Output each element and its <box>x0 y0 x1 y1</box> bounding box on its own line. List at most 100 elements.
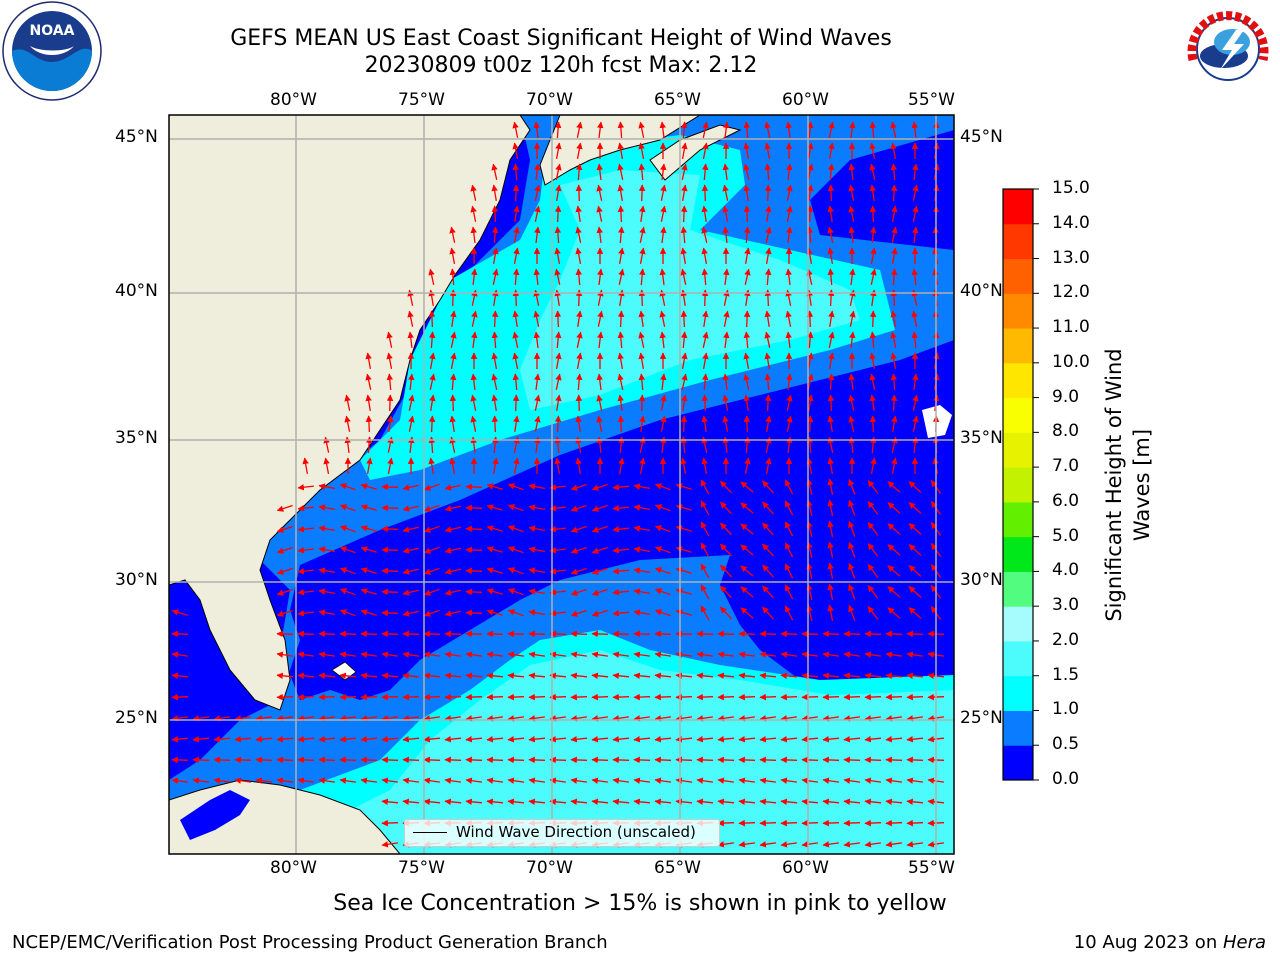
wind-wave-arrow <box>554 226 562 244</box>
wind-wave-arrow <box>740 607 754 619</box>
wind-wave-arrow <box>276 567 293 575</box>
wind-wave-arrow <box>612 609 630 617</box>
wind-wave-arrow <box>780 819 798 827</box>
wind-wave-arrow <box>801 651 818 658</box>
wind-wave-arrow <box>318 651 335 658</box>
wind-wave-arrow <box>654 525 671 533</box>
colorbar-tick-label: 12.0 <box>1052 282 1090 303</box>
wind-wave-arrow <box>381 777 398 784</box>
wind-wave-arrow <box>675 483 692 490</box>
wind-wave-arrow <box>423 756 441 764</box>
wind-wave-arrow <box>675 777 692 784</box>
wind-wave-arrow <box>512 394 520 412</box>
wind-wave-arrow <box>423 777 440 784</box>
wind-wave-arrow <box>912 394 919 411</box>
wind-wave-arrow <box>318 588 336 595</box>
wind-wave-arrow <box>738 651 755 658</box>
wind-wave-arrow <box>528 735 546 743</box>
wind-wave-arrow <box>591 567 608 575</box>
title-line-2: 20230809 t00z 120h fcst Max: 2.12 <box>364 53 758 78</box>
wind-wave-arrow <box>764 268 772 286</box>
wind-wave-arrow <box>869 415 877 433</box>
wind-wave-arrow <box>638 310 645 327</box>
wind-wave-arrow <box>744 247 751 265</box>
wind-wave-arrow <box>486 567 503 574</box>
wind-wave-arrow <box>701 184 709 202</box>
wind-wave-arrow <box>428 268 435 285</box>
wind-wave-arrow <box>612 630 630 638</box>
wind-wave-arrow <box>528 672 546 680</box>
wind-wave-arrow <box>887 481 901 493</box>
wind-wave-arrow <box>534 394 541 411</box>
map-frame <box>168 114 955 855</box>
wind-wave-arrow <box>444 715 461 722</box>
wind-wave-arrow <box>554 121 562 139</box>
wind-wave-arrow <box>633 756 651 764</box>
wind-wave-arrow <box>822 777 839 784</box>
wind-wave-arrow <box>701 163 709 181</box>
wind-wave-arrow <box>890 373 898 391</box>
wind-wave-arrow <box>720 564 732 578</box>
wind-wave-arrow <box>491 415 499 433</box>
wind-wave-arrow <box>680 457 687 475</box>
wind-wave-arrow <box>759 630 777 638</box>
wind-wave-arrow <box>444 526 461 533</box>
wind-wave-arrow <box>738 841 755 848</box>
wind-wave-arrow <box>638 121 645 138</box>
wind-wave-arrow <box>681 184 688 202</box>
wind-wave-arrow <box>764 394 772 412</box>
wind-wave-arrow <box>908 586 922 598</box>
wind-wave-arrow <box>513 205 520 222</box>
wind-wave-arrow <box>759 841 776 848</box>
wind-wave-arrow <box>402 484 419 491</box>
wind-wave-arrow <box>449 457 456 475</box>
wind-wave-arrow <box>512 373 520 391</box>
wind-wave-arrow <box>911 331 918 348</box>
wind-wave-arrow <box>702 142 709 160</box>
wind-wave-arrow <box>444 610 461 617</box>
wind-wave-arrow <box>887 565 901 577</box>
wind-wave-arrow <box>885 672 903 680</box>
wind-wave-arrow <box>387 415 394 432</box>
wind-wave-arrow <box>528 525 546 532</box>
wind-wave-arrow <box>762 522 774 536</box>
wind-wave-arrow <box>612 525 630 533</box>
wind-wave-arrow <box>807 142 814 160</box>
wind-wave-arrow <box>360 715 377 722</box>
wind-wave-arrow <box>786 415 793 432</box>
wind-wave-arrow <box>654 651 671 658</box>
wind-wave-arrow <box>339 777 356 784</box>
wind-wave-arrow <box>891 415 898 433</box>
wind-wave-arrow <box>759 819 777 827</box>
wind-wave-arrow <box>843 672 861 680</box>
wind-wave-arrow <box>906 841 923 848</box>
wind-wave-arrow <box>696 798 714 806</box>
wind-wave-arrow <box>297 526 314 533</box>
wind-wave-arrow <box>700 563 710 579</box>
lat-label-right: 40°N <box>960 281 1003 301</box>
wind-wave-arrow <box>843 735 861 743</box>
wind-wave-arrow <box>801 630 819 638</box>
wind-wave-arrow <box>513 247 520 265</box>
wind-wave-arrow <box>827 268 835 286</box>
wind-wave-arrow <box>528 798 546 806</box>
wind-wave-arrow <box>171 651 188 658</box>
wind-wave-arrow <box>717 693 735 701</box>
wind-wave-arrow <box>617 352 624 370</box>
wind-wave-arrow <box>339 546 356 554</box>
wind-wave-arrow <box>512 184 520 202</box>
wind-wave-arrow <box>848 562 856 579</box>
wind-wave-arrow <box>534 184 541 201</box>
wind-wave-arrow <box>869 184 876 201</box>
wind-wave-arrow <box>612 715 629 722</box>
wind-wave-arrow <box>591 651 608 658</box>
wind-wave-arrow <box>912 205 919 222</box>
wind-wave-arrow <box>633 630 651 638</box>
wind-wave-arrow <box>740 502 754 514</box>
wind-wave-arrow <box>720 480 732 494</box>
wind-wave-arrow <box>507 693 525 701</box>
wind-wave-arrow <box>743 121 751 139</box>
colorbar-tick-label: 7.0 <box>1052 456 1080 477</box>
colorbar-swatch <box>1003 432 1033 468</box>
